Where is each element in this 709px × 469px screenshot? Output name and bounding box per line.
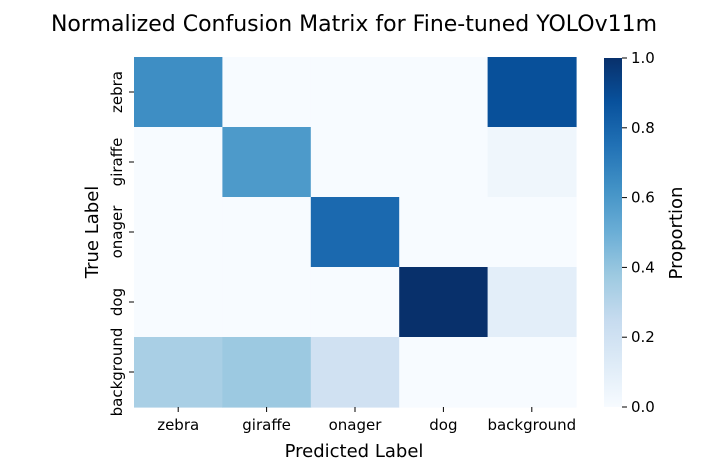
heatmap-cell: [134, 337, 223, 408]
y-tick-label: giraffe: [108, 138, 126, 187]
x-tick-label: dog: [429, 416, 457, 434]
colorbar-tick-label: 0.8: [631, 119, 655, 137]
colorbar-tick-label: 0.0: [631, 398, 655, 416]
y-tick-label: dog: [108, 288, 126, 316]
colorbar-tick-label: 0.6: [631, 189, 655, 207]
heatmap-cell: [134, 127, 223, 198]
heatmap-cell: [310, 127, 400, 198]
heatmap-cells: [134, 57, 577, 408]
heatmap-cell: [222, 127, 312, 198]
heatmap-cell: [222, 197, 312, 268]
heatmap-cell: [310, 267, 400, 338]
colorbar-ticks: 0.0 0.2 0.4 0.6 0.8 1.0: [622, 49, 655, 416]
y-axis-ticks: zebra giraffe onager dog background: [108, 71, 134, 416]
colorbar-label: Proportion: [666, 187, 687, 280]
chart-title: Normalized Confusion Matrix for Fine-tun…: [51, 12, 657, 37]
heatmap-cell: [399, 197, 489, 268]
heatmap-cell: [134, 197, 223, 268]
heatmap-cell: [487, 197, 577, 268]
x-tick-label: onager: [329, 416, 383, 434]
heatmap-cell: [134, 267, 223, 338]
x-tick-label: giraffe: [242, 416, 291, 434]
heatmap-cell: [310, 57, 400, 128]
y-tick-label: zebra: [108, 71, 126, 113]
heatmap-cell: [222, 337, 312, 408]
y-axis-title: True Label: [82, 186, 103, 280]
heatmap-cell: [487, 337, 577, 408]
colorbar-tick-label: 1.0: [631, 49, 655, 67]
colorbar: [604, 58, 622, 407]
heatmap-cell: [222, 267, 312, 338]
heatmap-cell: [399, 267, 489, 338]
heatmap-cell: [487, 267, 577, 338]
heatmap-cell: [222, 57, 312, 128]
y-tick-label: background: [108, 328, 126, 417]
heatmap-cell: [399, 337, 489, 408]
colorbar-tick-label: 0.2: [631, 328, 655, 346]
heatmap-cell: [399, 127, 489, 198]
x-tick-label: zebra: [157, 416, 199, 434]
heatmap-cell: [487, 127, 577, 198]
heatmap-cell: [399, 57, 489, 128]
y-tick-label: onager: [108, 205, 126, 259]
x-axis-title: Predicted Label: [285, 441, 424, 462]
heatmap-cell: [487, 57, 577, 128]
x-axis-ticks: zebra giraffe onager dog background: [157, 407, 576, 434]
x-tick-label: background: [487, 416, 576, 434]
heatmap-cell: [310, 197, 400, 268]
heatmap-cell: [134, 57, 223, 128]
colorbar-tick-label: 0.4: [631, 258, 655, 276]
heatmap-cell: [310, 337, 400, 408]
